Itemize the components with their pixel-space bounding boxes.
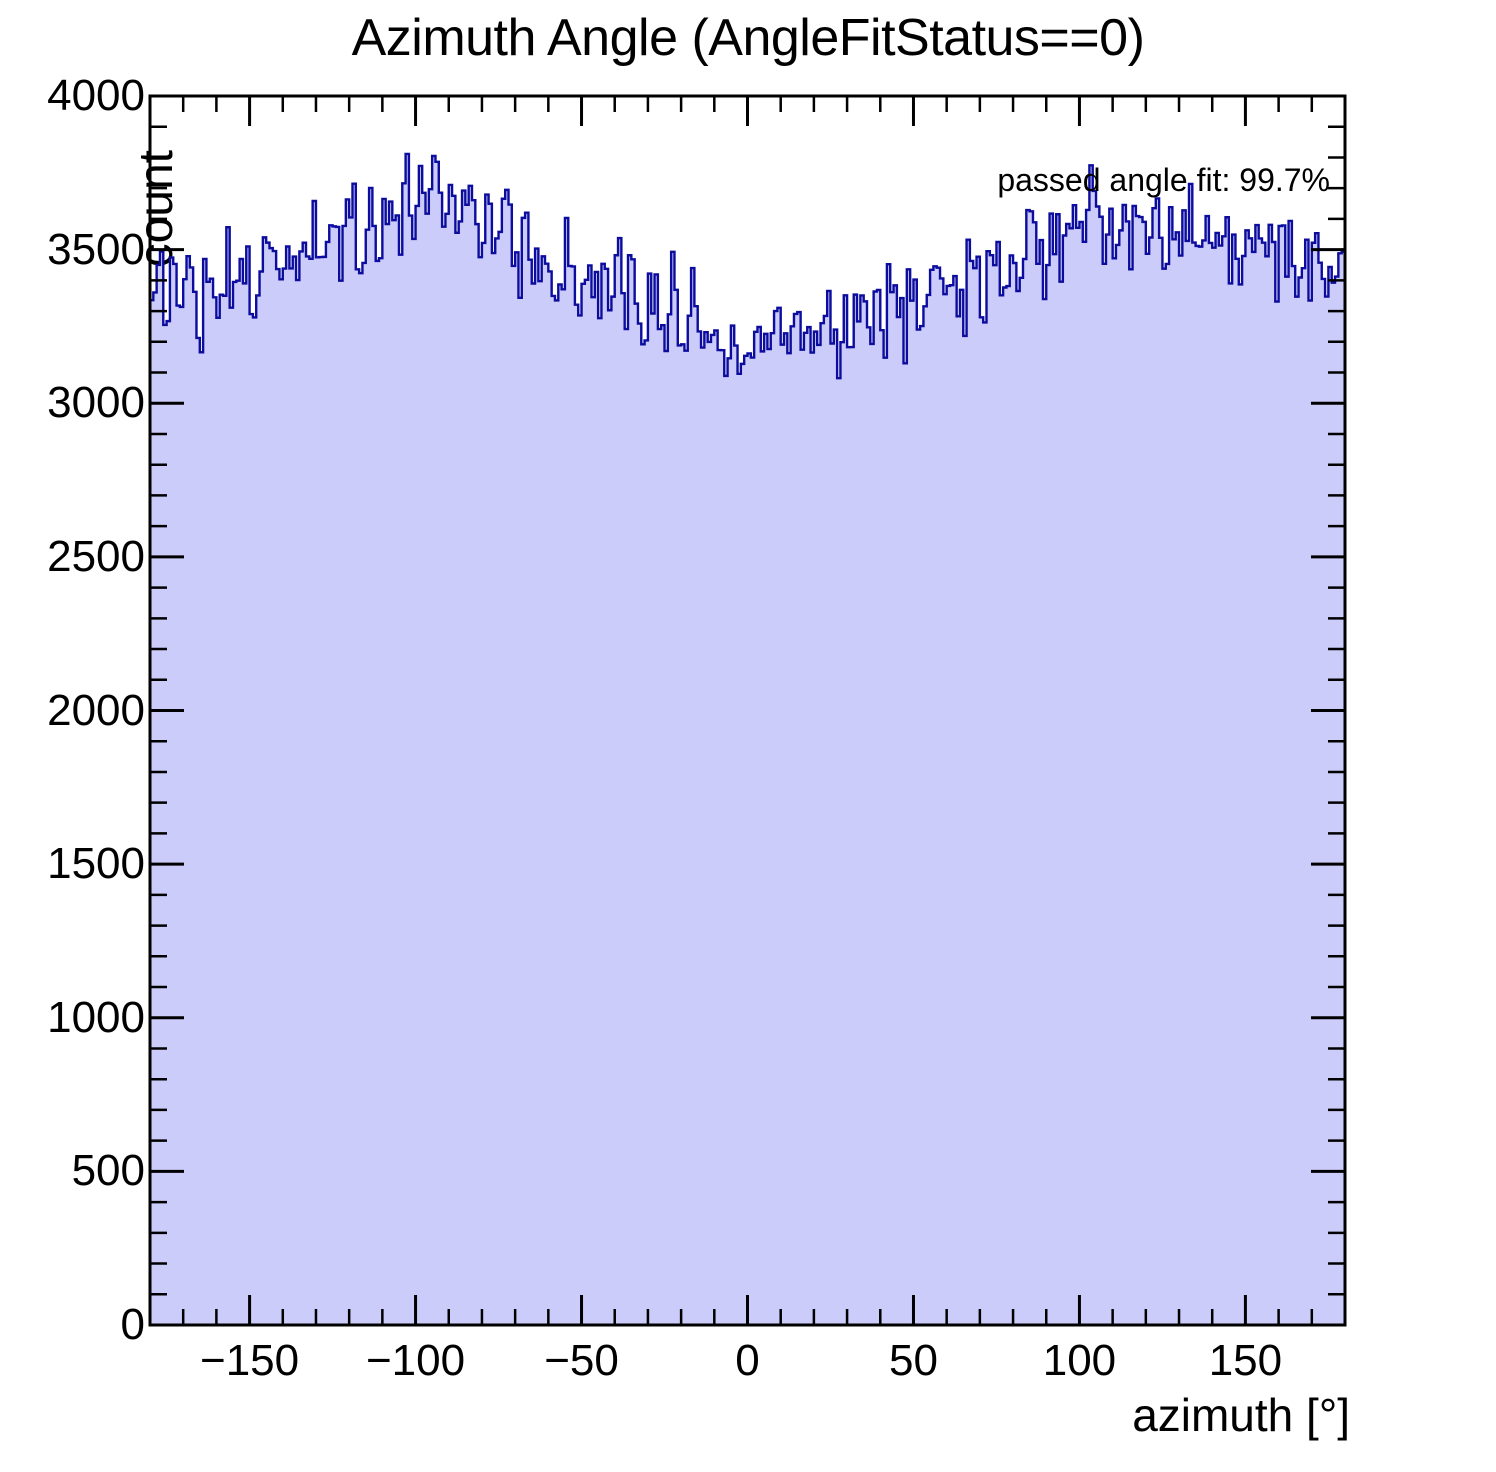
- y-tick-label: 4000: [47, 71, 145, 120]
- x-axis-label: azimuth [°]: [1132, 1389, 1350, 1441]
- x-tick-label: 0: [735, 1336, 760, 1385]
- y-tick-label: 1000: [47, 992, 145, 1042]
- x-tick-label: −150: [200, 1336, 300, 1385]
- page-title: Azimuth Angle (AngleFitStatus==0): [351, 9, 1145, 67]
- y-tick-label: 2000: [47, 685, 145, 735]
- y-tick-label: 1500: [47, 839, 145, 889]
- x-tick-label: 100: [1042, 1336, 1117, 1385]
- x-tick-label: 150: [1208, 1336, 1283, 1385]
- y-tick-label: 0: [120, 1300, 145, 1349]
- x-tick-label: −50: [544, 1336, 619, 1385]
- y-tick-label: 500: [71, 1146, 145, 1196]
- y-tick-label: 3000: [47, 378, 145, 428]
- y-tick-label: 3500: [47, 224, 145, 274]
- stat-annotation: passed angle fit: 99.7%: [997, 162, 1330, 198]
- x-tick-label: −100: [365, 1336, 466, 1385]
- y-tick-label-group: 0 500 1000 1500 2000 2500 3000 3500 4000: [0, 0, 145, 1472]
- y-tick-label: 2500: [47, 531, 145, 581]
- x-tick-label: 50: [888, 1336, 938, 1385]
